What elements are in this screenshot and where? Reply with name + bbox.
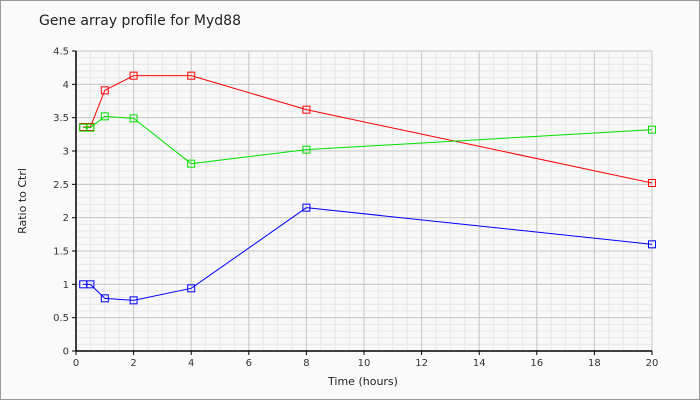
x-tick-label: 6 [246,358,252,369]
data-point-blue [129,296,138,305]
x-tick-label: 16 [530,358,543,369]
data-point-blue [100,294,109,303]
series-line-green [83,115,653,165]
data-point-green [129,114,138,123]
y-tick-label: 3.5 [53,113,69,124]
y-tick-label: 2.5 [53,180,69,191]
data-point-blue [648,240,656,249]
data-point-blue [187,284,196,293]
data-point-blue [302,203,311,212]
data-point-red [302,105,311,114]
data-point-green [648,125,656,134]
x-tick-label: 4 [188,358,194,369]
data-point-blue [86,280,95,289]
x-tick-label: 8 [303,358,309,369]
data-point-green [100,112,109,121]
data-point-red [129,71,138,80]
series-green [79,112,656,168]
series-line-blue [83,207,653,301]
x-tick-label: 20 [646,358,659,369]
y-tick-label: 1 [63,280,69,291]
x-tick-label: 2 [130,358,136,369]
data-point-green [302,145,311,154]
y-tick-label: 3 [63,147,69,158]
data-point-red [187,71,196,80]
x-tick-label: 12 [415,358,428,369]
series-line-red [83,75,653,184]
data-point-green [187,159,196,168]
y-tick-label: 1.5 [53,247,69,258]
series-blue [79,203,656,305]
data-point-red [100,86,109,95]
x-tick-label: 14 [473,358,486,369]
y-tick-label: 4.5 [53,47,69,58]
x-tick-label: 18 [588,358,601,369]
y-tick-label: 4 [63,80,69,91]
y-axis-label: Ratio to Ctrl [16,168,29,234]
y-tick-label: 0 [63,347,69,358]
data-point-red [648,179,656,187]
x-tick-label: 10 [358,358,371,369]
y-tick-label: 0.5 [53,313,69,324]
y-tick-label: 2 [63,213,69,224]
data-point-green [86,123,95,132]
x-axis-label: Time (hours) [327,375,398,388]
series-red [79,71,656,187]
chart-title: Gene array profile for Myd88 [39,13,241,29]
x-tick-label: 0 [73,358,79,369]
